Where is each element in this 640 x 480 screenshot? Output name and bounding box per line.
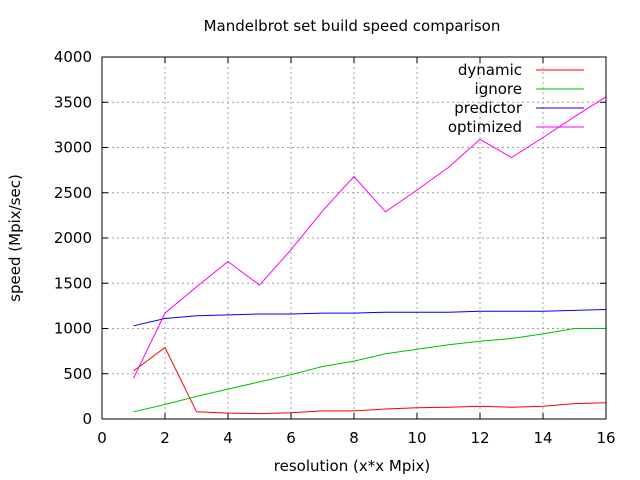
y-tick-label: 1000 bbox=[54, 320, 92, 338]
x-tick-label: 12 bbox=[470, 429, 489, 447]
y-tick-label: 3000 bbox=[54, 139, 92, 157]
y-tick-label: 0 bbox=[82, 410, 92, 428]
y-axis-label: speed (Mpix/sec) bbox=[6, 174, 24, 302]
legend-label-ignore: ignore bbox=[475, 80, 522, 98]
legend-label-dynamic: dynamic bbox=[458, 61, 522, 79]
y-tick-label: 3500 bbox=[54, 93, 92, 111]
legend-label-predictor: predictor bbox=[454, 99, 523, 117]
x-tick-label: 0 bbox=[97, 429, 107, 447]
grid bbox=[102, 57, 606, 419]
x-tick-label: 14 bbox=[533, 429, 552, 447]
y-tick-label: 2500 bbox=[54, 184, 92, 202]
x-tick-label: 4 bbox=[223, 429, 233, 447]
legend-label-optimized: optimized bbox=[448, 118, 522, 136]
x-axis-label: resolution (x*x Mpix) bbox=[274, 457, 430, 475]
x-tick-label: 16 bbox=[596, 429, 615, 447]
y-tick-label: 2000 bbox=[54, 229, 92, 247]
tick-labels: 0 2 4 6 8 10 12 14 16 0 500 1000 1500 2000 2500 3000 350… bbox=[54, 48, 616, 447]
y-tick-label: 4000 bbox=[54, 48, 92, 66]
x-tick-label: 6 bbox=[286, 429, 296, 447]
x-tick-label: 2 bbox=[160, 429, 170, 447]
y-tick-label: 1500 bbox=[54, 274, 92, 292]
series-lines bbox=[133, 96, 607, 415]
plot-frame bbox=[101, 56, 607, 420]
y-tick-label: 500 bbox=[63, 365, 92, 383]
series-line-dynamic bbox=[133, 346, 607, 415]
series-line-predictor bbox=[133, 309, 607, 327]
x-tick-label: 10 bbox=[407, 429, 426, 447]
series-line-ignore bbox=[133, 328, 606, 413]
chart-title: Mandelbrot set build speed comparison bbox=[204, 17, 501, 35]
x-tick-label: 8 bbox=[349, 429, 359, 447]
series-line-optimized bbox=[133, 96, 607, 379]
